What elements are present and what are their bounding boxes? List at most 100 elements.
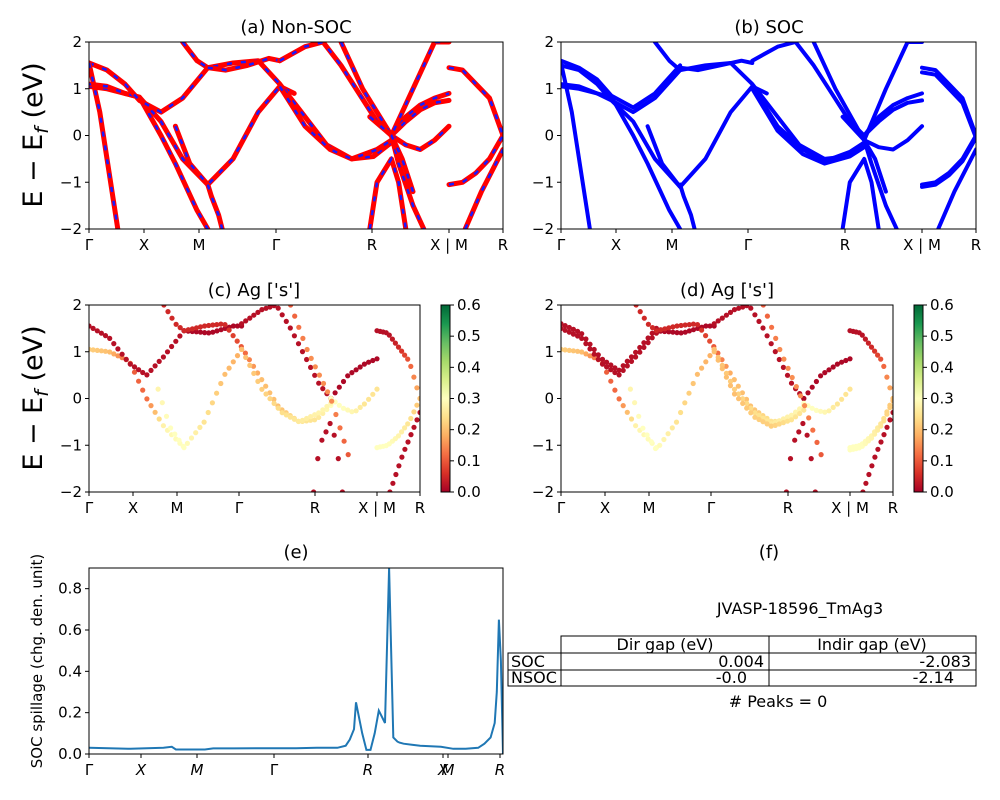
band-point [690,380,696,387]
band-point [123,356,129,362]
band-point [115,353,121,359]
band-point [628,416,635,422]
band-point [197,324,204,330]
band-point [370,391,376,397]
panel-c: (c) Ag ['s'] E − Ef (eV) 210−1−2Γ X M Γ R X |… [18,280,481,517]
band-point [868,435,875,441]
x-tick-label: X [135,761,147,779]
band-point [295,418,302,425]
y-tick-label: 1 [72,343,82,361]
x-tick-label: Γ [557,499,566,517]
band-point [797,410,803,417]
band-point [222,322,228,328]
band-point [214,322,220,328]
band-point [703,323,709,329]
band-point [793,414,799,420]
band-point [695,325,701,331]
band-point [780,420,787,426]
band-point [230,323,236,329]
band-point [719,366,725,372]
band-point [872,348,878,354]
band-point [784,418,791,424]
band-point [209,400,215,406]
band-point [809,405,815,411]
y-tick-label: 0.4 [58,662,82,680]
band-point [756,416,762,423]
band-line [920,70,976,140]
band-point [890,409,893,416]
band-point [316,372,322,378]
band-point [678,330,684,336]
band-point [168,425,174,431]
band-point [707,338,713,344]
band-point [414,417,420,423]
y-tick-label: 1 [544,80,554,98]
band-line [936,147,976,229]
band-point [206,330,212,336]
panel-c-title: (c) Ag ['s'] [208,280,300,301]
band-point [140,369,146,376]
x-tick-label: M [171,499,184,517]
x-tick-label: R [310,499,320,517]
x-tick-label: Γ [270,761,279,779]
band-point [214,328,220,334]
x-tick-label: X [139,236,149,254]
band-point [185,327,191,333]
band-point [674,323,680,329]
band-point [699,327,705,333]
band-line-dashed [368,115,415,192]
band-point [649,325,656,331]
band-point [107,349,113,355]
band-point [320,407,326,413]
band-point [176,437,182,443]
band-point [218,380,224,387]
band-point [393,471,399,478]
band-point [865,340,872,346]
band-point [777,346,783,353]
band-point [674,330,680,336]
y-tick-label: −2 [532,483,554,501]
y-tick-label: 2 [544,33,554,51]
band-point [784,414,791,420]
band-point [242,350,248,356]
band-point [226,365,232,371]
colorbar-tick-label: 0.3 [930,390,954,408]
band-point [288,305,294,308]
band-point [859,332,865,338]
band-point [813,378,820,385]
band-point [830,404,836,410]
band-point [752,312,758,318]
band-point [780,364,787,370]
band-point [881,432,887,438]
band-point [587,346,593,352]
band-point [624,409,630,415]
band-point [247,315,253,321]
band-point [155,386,161,392]
band-point [744,305,750,309]
band-point [173,321,179,327]
band-point [107,335,113,341]
band-point [748,305,754,311]
band-point [804,432,810,438]
band-point [686,322,692,328]
band-point [283,318,289,324]
table-cell: 0.004 [718,652,764,671]
y-tick-label: 2 [72,296,82,314]
y-tick-label: 0.8 [58,580,82,598]
band-point [275,305,281,311]
table-cell: -2.14 [913,668,954,687]
band-point [872,454,878,460]
scatter-d [561,305,893,492]
band-point [670,324,676,330]
band-point [591,351,597,357]
band-point [760,325,766,331]
band-point [389,336,395,342]
y-tick-label: 1 [72,80,82,98]
band-point [197,329,204,335]
band-point [402,446,408,452]
band-point [218,327,224,333]
band-point [102,348,109,354]
band-point [579,335,585,341]
x-tick-label: R [367,236,377,254]
